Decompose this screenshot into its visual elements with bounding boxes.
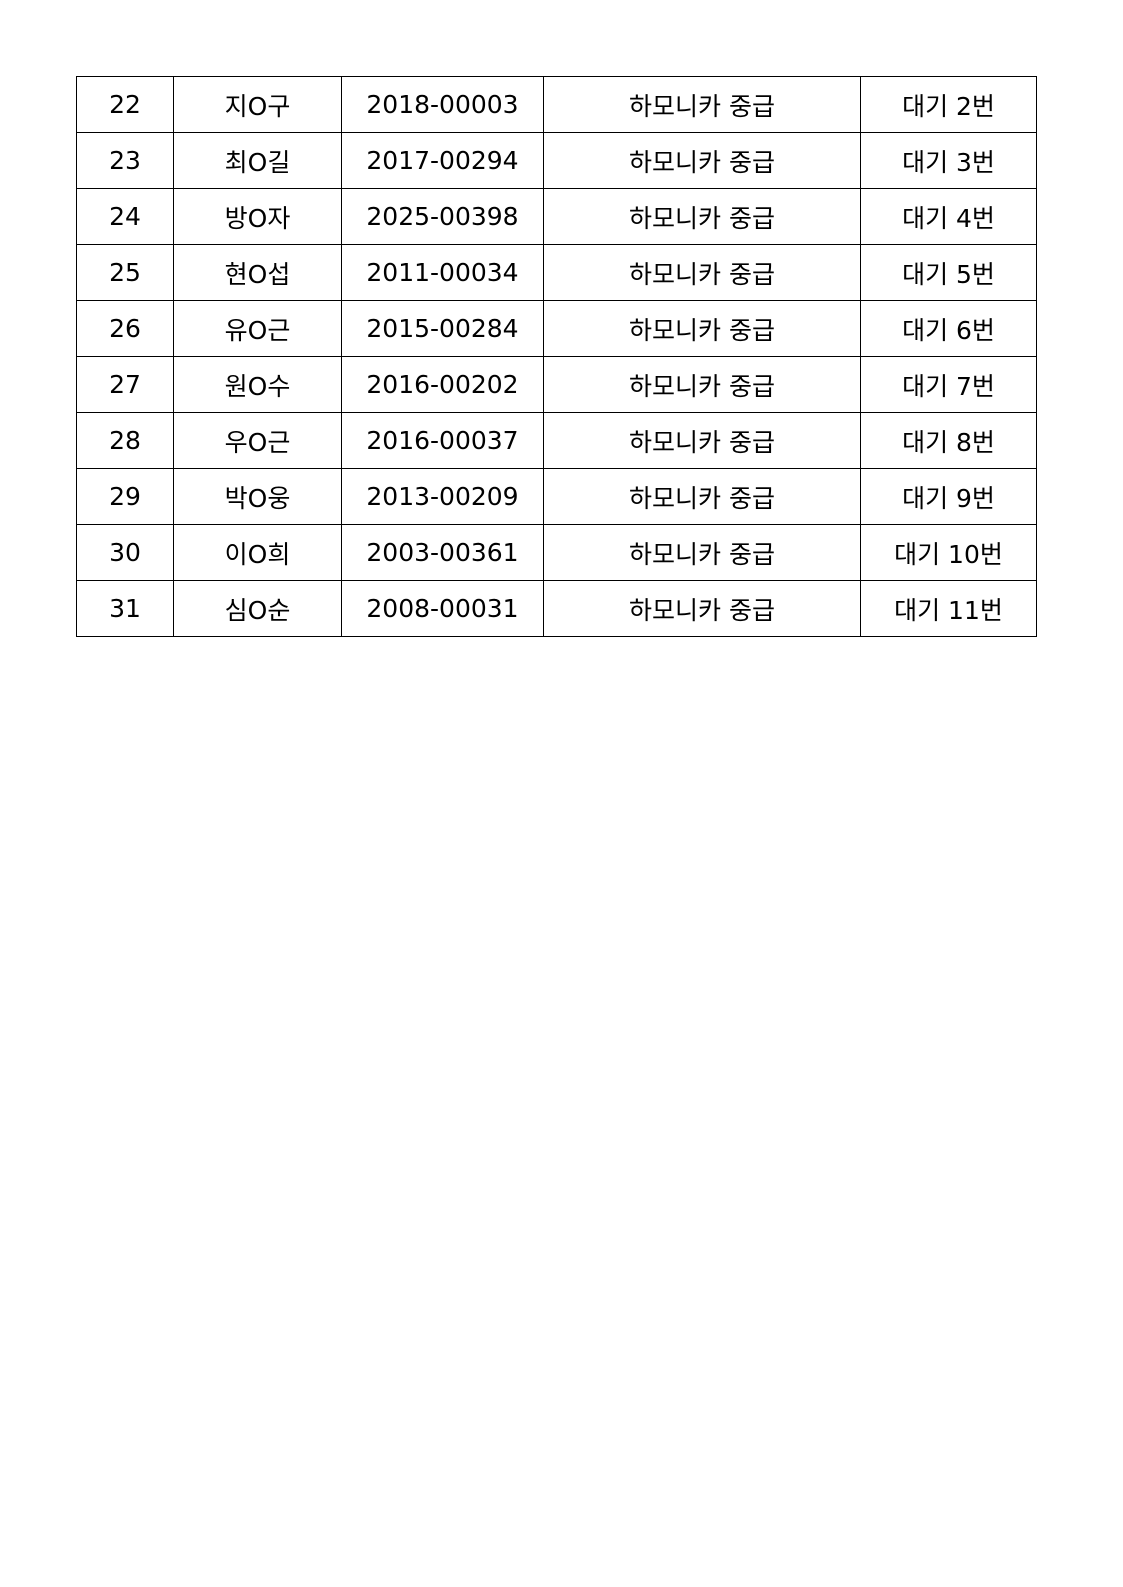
table-row: 30 이O희 2003-00361 하모니카 중급 대기 10번 xyxy=(76,524,1037,581)
course-name-cell: 하모니카 중급 xyxy=(543,300,861,357)
waitlist-status-cell: 대기 7번 xyxy=(860,356,1037,413)
member-id-cell: 2008-00031 xyxy=(341,580,544,637)
course-name-cell: 하모니카 중급 xyxy=(543,244,861,301)
member-id-cell: 2013-00209 xyxy=(341,468,544,525)
course-name-cell: 하모니카 중급 xyxy=(543,76,861,133)
table-row: 24 방O자 2025-00398 하모니카 중급 대기 4번 xyxy=(76,188,1037,245)
member-name-cell: 박O웅 xyxy=(173,468,342,525)
row-number-cell: 27 xyxy=(76,356,174,413)
row-number-cell: 30 xyxy=(76,524,174,581)
course-name-cell: 하모니카 중급 xyxy=(543,468,861,525)
member-name-cell: 우O근 xyxy=(173,412,342,469)
table-body: 22 지O구 2018-00003 하모니카 중급 대기 2번 23 최O길 2017-002… xyxy=(76,76,1037,637)
course-name-cell: 하모니카 중급 xyxy=(543,132,861,189)
table-row: 27 원O수 2016-00202 하모니카 중급 대기 7번 xyxy=(76,356,1037,413)
waitlist-status-cell: 대기 2번 xyxy=(860,76,1037,133)
member-id-cell: 2016-00202 xyxy=(341,356,544,413)
table-row: 23 최O길 2017-00294 하모니카 중급 대기 3번 xyxy=(76,132,1037,189)
waitlist-status-cell: 대기 4번 xyxy=(860,188,1037,245)
table-row: 22 지O구 2018-00003 하모니카 중급 대기 2번 xyxy=(76,76,1037,133)
member-id-cell: 2017-00294 xyxy=(341,132,544,189)
course-name-cell: 하모니카 중급 xyxy=(543,580,861,637)
member-id-cell: 2015-00284 xyxy=(341,300,544,357)
member-name-cell: 유O근 xyxy=(173,300,342,357)
row-number-cell: 23 xyxy=(76,132,174,189)
member-name-cell: 원O수 xyxy=(173,356,342,413)
waitlist-status-cell: 대기 5번 xyxy=(860,244,1037,301)
member-id-cell: 2025-00398 xyxy=(341,188,544,245)
table-row: 28 우O근 2016-00037 하모니카 중급 대기 8번 xyxy=(76,412,1037,469)
member-name-cell: 지O구 xyxy=(173,76,342,133)
row-number-cell: 31 xyxy=(76,580,174,637)
waitlist-status-cell: 대기 6번 xyxy=(860,300,1037,357)
table-row: 25 현O섭 2011-00034 하모니카 중급 대기 5번 xyxy=(76,244,1037,301)
member-name-cell: 현O섭 xyxy=(173,244,342,301)
member-name-cell: 심O순 xyxy=(173,580,342,637)
course-name-cell: 하모니카 중급 xyxy=(543,524,861,581)
waitlist-status-cell: 대기 3번 xyxy=(860,132,1037,189)
row-number-cell: 29 xyxy=(76,468,174,525)
course-name-cell: 하모니카 중급 xyxy=(543,412,861,469)
member-id-cell: 2003-00361 xyxy=(341,524,544,581)
row-number-cell: 28 xyxy=(76,412,174,469)
waitlist-status-cell: 대기 9번 xyxy=(860,468,1037,525)
table-row: 26 유O근 2015-00284 하모니카 중급 대기 6번 xyxy=(76,300,1037,357)
course-name-cell: 하모니카 중급 xyxy=(543,356,861,413)
row-number-cell: 24 xyxy=(76,188,174,245)
member-id-cell: 2011-00034 xyxy=(341,244,544,301)
row-number-cell: 22 xyxy=(76,76,174,133)
member-id-cell: 2016-00037 xyxy=(341,412,544,469)
waitlist-status-cell: 대기 8번 xyxy=(860,412,1037,469)
member-name-cell: 이O희 xyxy=(173,524,342,581)
member-name-cell: 방O자 xyxy=(173,188,342,245)
waitlist-status-cell: 대기 11번 xyxy=(860,580,1037,637)
table-row: 29 박O웅 2013-00209 하모니카 중급 대기 9번 xyxy=(76,468,1037,525)
waitlist-table: 22 지O구 2018-00003 하모니카 중급 대기 2번 23 최O길 2017-002… xyxy=(76,76,1037,637)
course-name-cell: 하모니카 중급 xyxy=(543,188,861,245)
row-number-cell: 25 xyxy=(76,244,174,301)
member-name-cell: 최O길 xyxy=(173,132,342,189)
member-id-cell: 2018-00003 xyxy=(341,76,544,133)
table-row: 31 심O순 2008-00031 하모니카 중급 대기 11번 xyxy=(76,580,1037,637)
waitlist-status-cell: 대기 10번 xyxy=(860,524,1037,581)
row-number-cell: 26 xyxy=(76,300,174,357)
